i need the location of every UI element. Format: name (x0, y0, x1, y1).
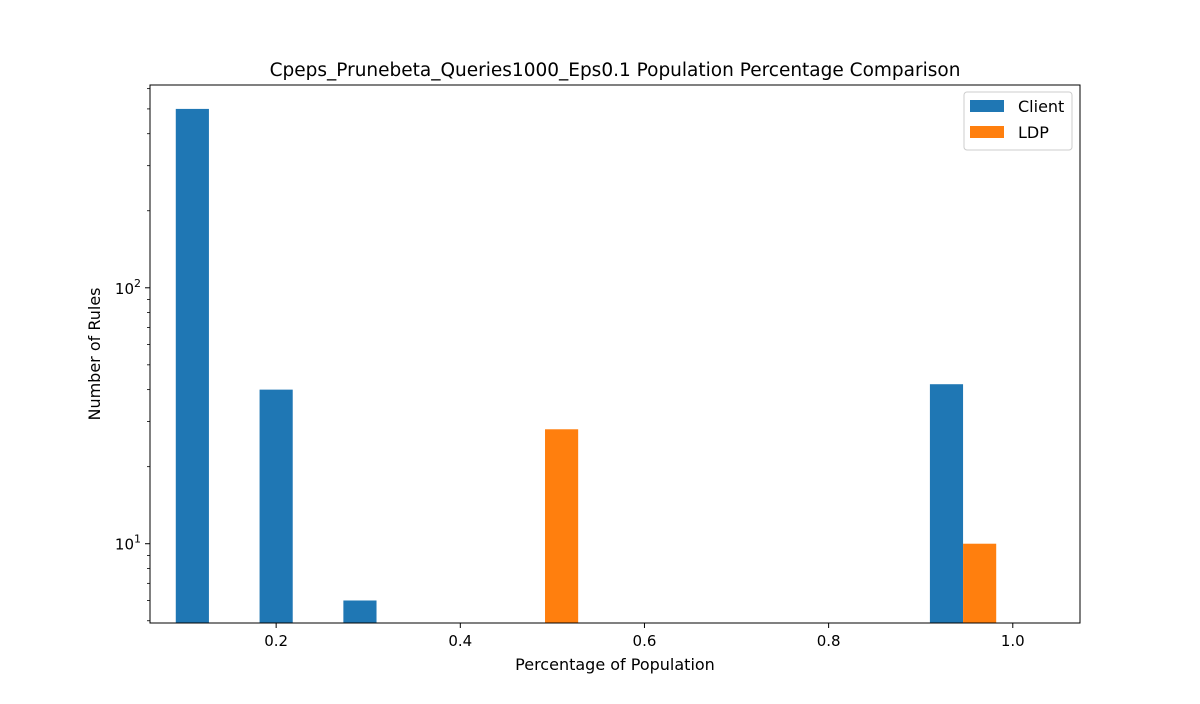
x-tick-label-4: 1.0 (1001, 632, 1025, 650)
x-tick-label-1: 0.4 (448, 632, 472, 650)
bar-client-3 (929, 384, 964, 623)
bar-client-1 (259, 389, 293, 623)
y-tick-label-1: 102 (115, 277, 141, 298)
y-axis-label: Number of Rules (85, 287, 104, 420)
bar-client-0 (175, 108, 209, 623)
x-tick-label-3: 0.8 (817, 632, 841, 650)
legend: Client LDP (963, 91, 1073, 151)
x-tick-label-2: 0.6 (633, 632, 657, 650)
legend-label-client: Client (1018, 97, 1064, 116)
legend-label-ldp: LDP (1018, 123, 1049, 142)
bar-client-2 (343, 600, 377, 623)
legend-swatch-ldp (970, 126, 1004, 138)
bar-ldp-1 (963, 543, 997, 623)
y-tick-label-0: 101 (115, 533, 141, 554)
x-axis-label: Percentage of Population (515, 655, 715, 674)
bar-ldp-0 (545, 429, 579, 623)
bars-layer (175, 108, 997, 623)
plot-frame (149, 84, 1081, 624)
ticks-layer: 0.2 0.4 0.6 0.8 1.0 101 102 (115, 88, 1025, 650)
chart-title: Cpeps_Prunebeta_Queries1000_Eps0.1 Popul… (270, 60, 961, 81)
x-tick-label-0: 0.2 (264, 632, 288, 650)
legend-swatch-client (970, 100, 1004, 112)
